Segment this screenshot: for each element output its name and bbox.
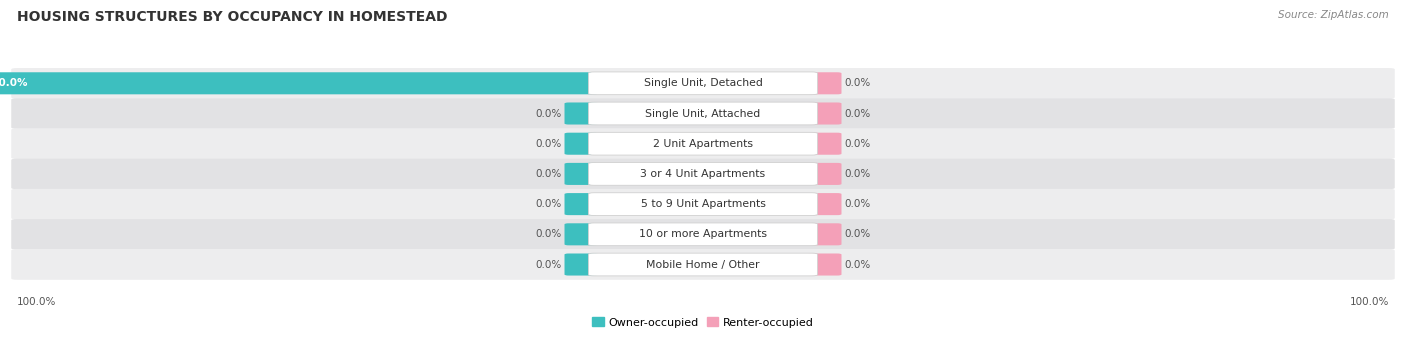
FancyBboxPatch shape <box>0 72 599 94</box>
Text: 0.0%: 0.0% <box>844 199 870 209</box>
Text: 100.0%: 100.0% <box>17 297 56 307</box>
FancyBboxPatch shape <box>564 163 599 185</box>
FancyBboxPatch shape <box>11 129 1395 159</box>
Text: 5 to 9 Unit Apartments: 5 to 9 Unit Apartments <box>641 199 765 209</box>
FancyBboxPatch shape <box>808 133 842 155</box>
FancyBboxPatch shape <box>588 253 818 276</box>
FancyBboxPatch shape <box>11 249 1395 280</box>
FancyBboxPatch shape <box>564 103 599 124</box>
FancyBboxPatch shape <box>808 253 842 276</box>
Text: 0.0%: 0.0% <box>536 169 562 179</box>
FancyBboxPatch shape <box>11 159 1395 189</box>
FancyBboxPatch shape <box>11 219 1395 250</box>
FancyBboxPatch shape <box>11 189 1395 219</box>
FancyBboxPatch shape <box>11 68 1395 99</box>
Text: 0.0%: 0.0% <box>536 229 562 239</box>
FancyBboxPatch shape <box>564 193 599 215</box>
FancyBboxPatch shape <box>588 163 818 185</box>
FancyBboxPatch shape <box>588 72 818 95</box>
Text: 100.0%: 100.0% <box>0 78 28 88</box>
FancyBboxPatch shape <box>564 133 599 155</box>
FancyBboxPatch shape <box>808 163 842 185</box>
Text: 0.0%: 0.0% <box>844 260 870 269</box>
FancyBboxPatch shape <box>588 132 818 155</box>
Text: 0.0%: 0.0% <box>536 199 562 209</box>
FancyBboxPatch shape <box>588 193 818 216</box>
Text: HOUSING STRUCTURES BY OCCUPANCY IN HOMESTEAD: HOUSING STRUCTURES BY OCCUPANCY IN HOMES… <box>17 10 447 24</box>
Text: 0.0%: 0.0% <box>536 108 562 119</box>
Text: 10 or more Apartments: 10 or more Apartments <box>638 229 768 239</box>
FancyBboxPatch shape <box>808 103 842 124</box>
FancyBboxPatch shape <box>588 223 818 246</box>
Text: 0.0%: 0.0% <box>844 108 870 119</box>
FancyBboxPatch shape <box>588 102 818 125</box>
Text: 100.0%: 100.0% <box>1350 297 1389 307</box>
Text: 2 Unit Apartments: 2 Unit Apartments <box>652 139 754 149</box>
Text: Source: ZipAtlas.com: Source: ZipAtlas.com <box>1278 10 1389 20</box>
FancyBboxPatch shape <box>808 72 842 94</box>
Text: 0.0%: 0.0% <box>844 139 870 149</box>
Text: 0.0%: 0.0% <box>844 169 870 179</box>
FancyBboxPatch shape <box>11 98 1395 129</box>
Text: Single Unit, Detached: Single Unit, Detached <box>644 78 762 88</box>
Text: Single Unit, Attached: Single Unit, Attached <box>645 108 761 119</box>
FancyBboxPatch shape <box>564 253 599 276</box>
Text: 0.0%: 0.0% <box>536 260 562 269</box>
Text: 0.0%: 0.0% <box>844 78 870 88</box>
FancyBboxPatch shape <box>564 223 599 245</box>
Legend: Owner-occupied, Renter-occupied: Owner-occupied, Renter-occupied <box>588 313 818 332</box>
Text: 0.0%: 0.0% <box>844 229 870 239</box>
FancyBboxPatch shape <box>808 223 842 245</box>
Text: 3 or 4 Unit Apartments: 3 or 4 Unit Apartments <box>641 169 765 179</box>
FancyBboxPatch shape <box>808 193 842 215</box>
Text: Mobile Home / Other: Mobile Home / Other <box>647 260 759 269</box>
Text: 0.0%: 0.0% <box>536 139 562 149</box>
